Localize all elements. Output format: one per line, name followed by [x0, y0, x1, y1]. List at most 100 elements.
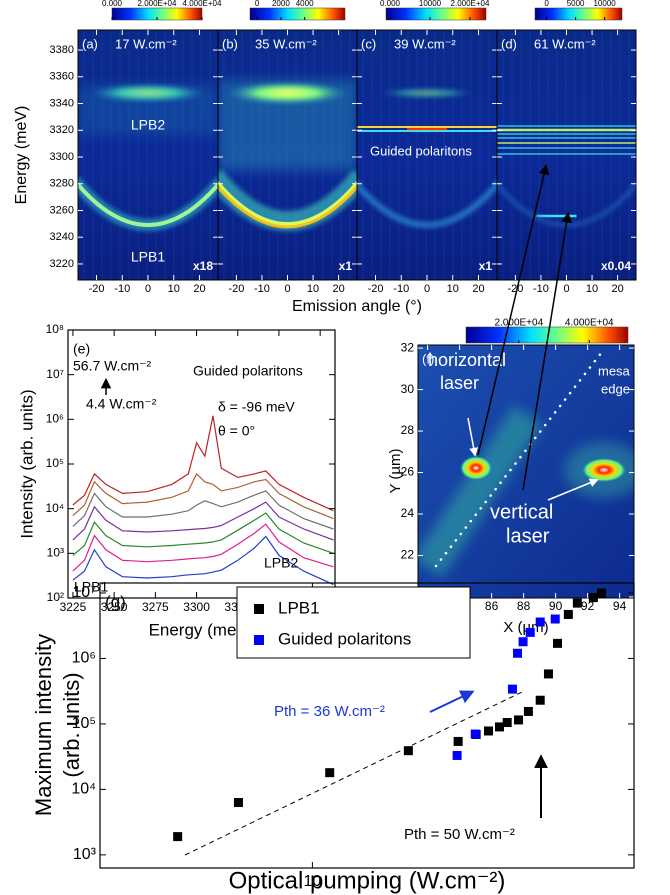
- mode-glow: [78, 85, 218, 135]
- annotation: LPB2: [264, 555, 298, 571]
- colorbar-tick-label: 4000: [296, 0, 314, 8]
- point: [514, 715, 524, 725]
- y-tick-label: 10⁷: [46, 367, 64, 381]
- y-tick-label: 10⁸: [46, 322, 64, 336]
- x-tick-label: 86: [485, 599, 499, 613]
- point: [597, 588, 607, 598]
- panel-label: (f): [422, 351, 434, 366]
- point: [452, 750, 462, 760]
- point: [535, 617, 545, 627]
- mode-glow: [227, 82, 348, 104]
- point: [507, 684, 517, 694]
- y-tick-label: 10⁶: [46, 412, 64, 426]
- y-tick-label: 3380: [50, 44, 74, 56]
- annotation: Pth = 36 W.cm⁻²: [274, 703, 385, 720]
- panel-label: (c): [361, 36, 376, 51]
- colorbar-tick-label: 10000: [593, 0, 616, 8]
- point: [470, 729, 480, 739]
- y-tick-label: 32: [401, 340, 415, 354]
- scale-factor: x1: [479, 259, 493, 273]
- y-tick-label: 3280: [50, 178, 74, 190]
- colorbar-tick-label: 2.000E+04: [138, 0, 177, 8]
- legend-label: Guided polaritons: [278, 629, 411, 648]
- y-tick-label: 10⁴: [71, 781, 96, 798]
- x-tick-label: -20: [368, 283, 384, 295]
- panel-title: 17 W.cm⁻²: [115, 36, 177, 51]
- x-tick-label: 20: [611, 283, 623, 295]
- colorbar-tick-label: 0: [544, 0, 549, 8]
- spectrum: [72, 512, 334, 556]
- x-tick-label: 20: [332, 283, 344, 295]
- x-tick-label: 20: [472, 283, 484, 295]
- y-tick-label: 3220: [50, 258, 74, 270]
- panel: [78, 30, 218, 280]
- dispersion: [218, 184, 357, 229]
- legend-marker: [254, 604, 264, 614]
- x-tick-label: 0: [563, 283, 569, 295]
- x-axis-title: Optical pumping (W.cm⁻²): [229, 867, 506, 894]
- x-tick-label: 92: [581, 599, 595, 613]
- scale-factor: x1: [339, 259, 353, 273]
- y-tick-label: 28: [401, 423, 415, 437]
- plot-frame: [99, 582, 635, 869]
- point: [550, 614, 560, 624]
- x-tick-label: 0: [284, 283, 290, 295]
- x-tick-label: 10: [307, 283, 319, 295]
- point: [483, 726, 493, 736]
- y-axis-title: Y (µm): [387, 448, 404, 493]
- dispersion: [357, 180, 497, 228]
- spectrum: [72, 535, 334, 586]
- point: [553, 638, 563, 648]
- point: [563, 609, 573, 619]
- pointer-arrow: [467, 417, 479, 457]
- x-tick-label: 10: [168, 283, 180, 295]
- x-tick-label: 88: [517, 599, 531, 613]
- colorbar: [385, 7, 487, 21]
- y-tick-label: 3260: [50, 204, 74, 216]
- laser-spot: [460, 456, 492, 480]
- y-tick-label: 10⁵: [72, 715, 96, 732]
- link-arrow: [477, 163, 550, 456]
- point: [535, 695, 545, 705]
- panel-title: 39 W.cm⁻²: [394, 36, 456, 51]
- y-tick-label: 10⁶: [72, 650, 96, 667]
- point: [518, 637, 528, 647]
- point: [588, 593, 598, 603]
- point: [494, 722, 504, 732]
- y-tick-label: 3300: [50, 151, 74, 163]
- annotation: θ = 0°: [218, 423, 255, 439]
- y-axis-title: (arb. units): [59, 672, 84, 777]
- x-tick-label: -20: [89, 283, 105, 295]
- annotation: Guided polaritons: [193, 363, 303, 379]
- annotation: horizontal: [428, 350, 506, 370]
- panel-title: 35 W.cm⁻²: [255, 36, 317, 51]
- spectrum: [72, 501, 334, 541]
- panel-title: 61 W.cm⁻²: [534, 36, 596, 51]
- y-tick-label: 10⁴: [45, 501, 64, 515]
- legend-box: [236, 586, 471, 659]
- point: [513, 648, 523, 658]
- x-tick-label: -10: [533, 283, 549, 295]
- annotation: laser: [440, 373, 479, 393]
- point: [543, 669, 553, 679]
- panel-label: (b): [222, 36, 238, 51]
- y-tick-label: 10⁷: [72, 584, 96, 601]
- x-tick-label: -20: [228, 283, 244, 295]
- y-tick-label: 24: [401, 506, 415, 520]
- colorbar-tick-label: 5000: [567, 0, 585, 8]
- annotation: vertical: [490, 501, 553, 523]
- link-arrow: [522, 211, 572, 491]
- mesa-edge: [434, 350, 604, 568]
- x-tick-label: 10: [303, 873, 321, 890]
- point: [233, 798, 243, 808]
- x-tick-label: 10: [586, 283, 598, 295]
- x-tick-label: 0: [145, 283, 151, 295]
- map-background: [357, 30, 497, 280]
- map-glow: [418, 405, 543, 578]
- map-background: [78, 30, 218, 280]
- panel-label: (g): [105, 592, 126, 611]
- y-tick-label: 10⁵: [46, 456, 64, 470]
- dispersion: [78, 181, 218, 227]
- x-tick-label: -10: [114, 283, 130, 295]
